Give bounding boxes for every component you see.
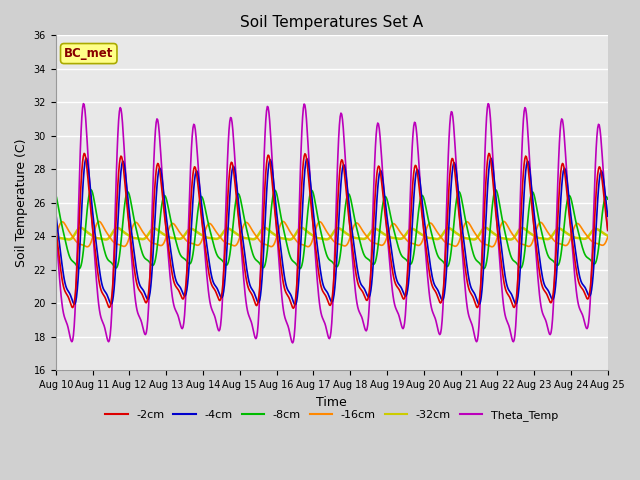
-8cm [325,256,333,262]
-2cm [289,305,297,311]
-8cm [296,266,303,272]
-2cm [198,215,205,220]
-16cm [378,242,386,248]
Text: BC_met: BC_met [64,47,113,60]
-32cm [555,226,563,231]
-16cm [433,228,440,234]
-4cm [378,170,385,176]
Y-axis label: Soil Temperature (C): Soil Temperature (C) [15,139,28,267]
-16cm [175,228,182,233]
-32cm [297,225,305,231]
Theta_Temp [604,228,612,233]
-8cm [604,196,612,202]
Line: -8cm: -8cm [56,190,608,269]
-16cm [555,240,563,246]
-16cm [52,235,60,240]
-16cm [95,218,102,224]
Theta_Temp [174,312,182,317]
-2cm [433,291,440,297]
Theta_Temp [325,335,333,341]
Theta_Temp [555,157,563,163]
Line: -2cm: -2cm [56,154,608,308]
-32cm [604,233,612,239]
-2cm [555,200,563,205]
-4cm [197,193,205,199]
-4cm [432,285,440,290]
-4cm [324,291,332,297]
-4cm [487,156,495,161]
-2cm [325,300,333,306]
-2cm [52,225,60,231]
-16cm [325,232,333,238]
Line: Theta_Temp: Theta_Temp [56,104,608,343]
Line: -16cm: -16cm [56,221,608,247]
-32cm [378,230,386,236]
Title: Soil Temperatures Set A: Soil Temperatures Set A [240,15,423,30]
-32cm [285,237,293,242]
-8cm [555,262,563,267]
Line: -4cm: -4cm [56,158,608,305]
Legend: -2cm, -4cm, -8cm, -16cm, -32cm, Theta_Temp: -2cm, -4cm, -8cm, -16cm, -32cm, Theta_Te… [101,406,563,425]
-4cm [555,236,563,242]
-32cm [173,236,180,241]
Theta_Temp [433,321,440,327]
Theta_Temp [289,340,296,346]
-16cm [604,234,612,240]
Theta_Temp [52,226,60,232]
-2cm [80,151,88,156]
-8cm [198,193,205,199]
-8cm [87,187,95,192]
-2cm [174,286,182,292]
-16cm [198,237,206,242]
-2cm [604,227,612,233]
-32cm [325,236,333,241]
-8cm [433,250,440,256]
-4cm [52,210,60,216]
Theta_Temp [198,209,205,215]
-8cm [378,204,386,210]
-4cm [173,280,180,286]
-32cm [433,236,440,242]
-4cm [604,213,612,219]
-8cm [174,245,182,251]
-2cm [378,185,386,191]
Theta_Temp [79,101,87,107]
-8cm [52,192,60,197]
-32cm [52,233,60,239]
-32cm [197,231,205,237]
Line: -32cm: -32cm [56,228,608,240]
-16cm [83,244,91,250]
-4cm [291,302,299,308]
X-axis label: Time: Time [316,396,347,408]
Theta_Temp [378,166,386,171]
